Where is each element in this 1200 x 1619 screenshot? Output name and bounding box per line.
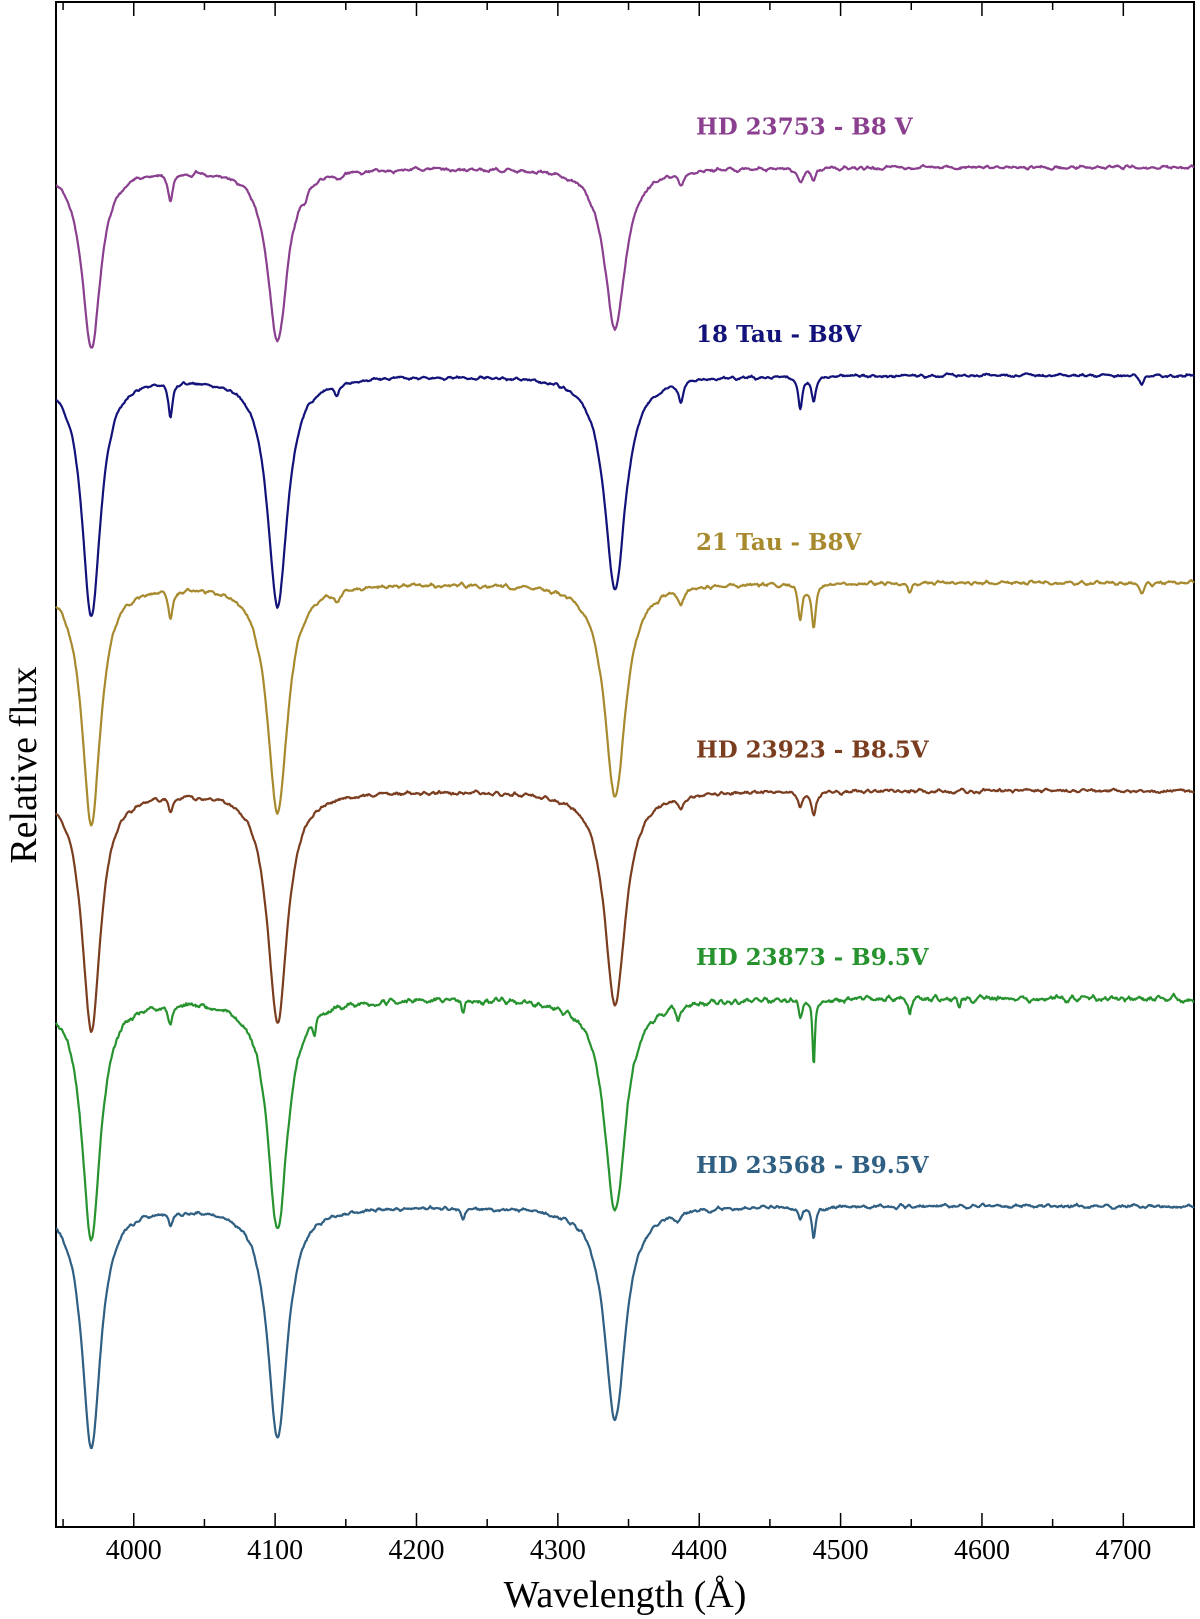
- x-tick-label: 4400: [671, 1535, 727, 1566]
- x-axis-ticks: 4000 4100 4200 4300 4400 4500 4600 4700: [62, 2, 1195, 1566]
- x-tick-label: 4000: [106, 1535, 162, 1566]
- spectrum-line: [55, 372, 1195, 617]
- spectrum-line: [55, 1202, 1195, 1450]
- x-tick-label: 4600: [954, 1535, 1010, 1566]
- spectrum-line: [55, 579, 1195, 827]
- spectrum-line: [55, 787, 1195, 1034]
- x-tick-label: 4200: [388, 1535, 444, 1566]
- x-axis-title: Wavelength (Å): [504, 1574, 747, 1616]
- x-tick-label: 4300: [530, 1535, 586, 1566]
- y-axis-title: Relative flux: [3, 666, 45, 863]
- series-label: HD 23753 - B8 V: [696, 113, 914, 140]
- x-tick-label: 4500: [813, 1535, 869, 1566]
- series-label: HD 23873 - B9.5V: [696, 944, 930, 971]
- spectrum-line: [55, 992, 1195, 1242]
- x-tick-label: 4700: [1095, 1535, 1151, 1566]
- spectrum-line: [55, 163, 1195, 349]
- series-label: 21 Tau - B8V: [696, 529, 863, 556]
- series-label: HD 23923 - B8.5V: [696, 736, 930, 763]
- x-tick-label: 4100: [247, 1535, 303, 1566]
- series-layer: [55, 163, 1195, 1450]
- series-label: 18 Tau - B8V: [696, 321, 863, 348]
- series-label: HD 23568 - B9.5V: [696, 1152, 930, 1179]
- plot-frame: [55, 1, 1195, 1528]
- series-label-layer: HD 23753 - B8 V 18 Tau - B8V 21 Tau - B8V H…: [696, 113, 930, 1178]
